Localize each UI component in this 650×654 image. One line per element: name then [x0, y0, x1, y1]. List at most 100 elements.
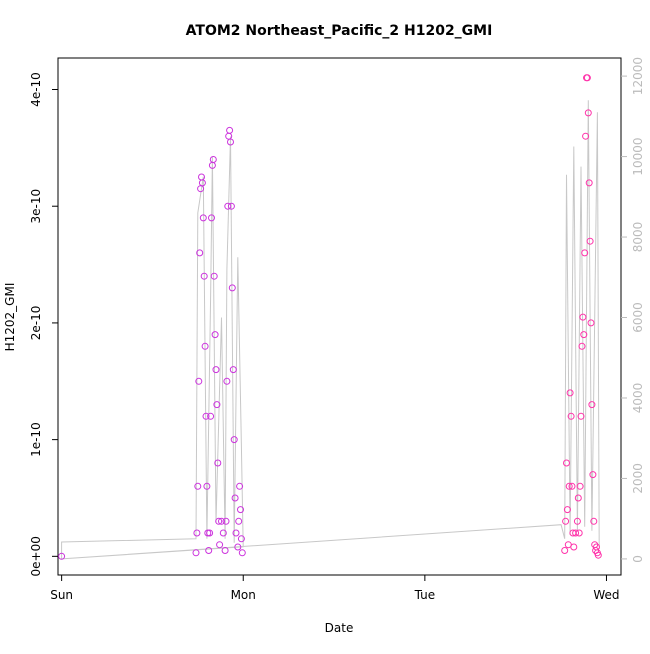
data-point	[565, 482, 573, 490]
plot-frame	[57, 57, 622, 576]
x-tick-label: Tue	[414, 588, 436, 602]
y2-tick-label: 8000	[631, 222, 645, 253]
data-point	[577, 412, 585, 420]
y2-tick-label: 4000	[631, 383, 645, 414]
data-point	[192, 549, 200, 557]
altitude-series	[61, 100, 600, 560]
data-point	[206, 529, 214, 537]
data-point	[575, 529, 583, 537]
x-tick-label: Wed	[593, 588, 619, 602]
x-tick-label: Mon	[231, 588, 256, 602]
y-axis: 0e+00 1e-10 2e-10 3e-10 4e-10	[29, 72, 58, 576]
data-point	[214, 459, 222, 467]
data-point	[562, 517, 570, 525]
data-point	[213, 401, 221, 409]
data-point	[231, 494, 239, 502]
data-point	[230, 436, 238, 444]
data-point	[582, 132, 590, 140]
data-point	[229, 366, 237, 374]
data-point	[202, 412, 210, 420]
data-point	[211, 331, 219, 339]
data-point	[212, 366, 220, 374]
y-tick-label: 1e-10	[29, 422, 43, 457]
data-point	[196, 249, 204, 257]
data-point	[232, 529, 240, 537]
data-point	[587, 319, 595, 327]
data-point	[215, 517, 223, 525]
data-point	[200, 272, 208, 280]
data-point	[222, 517, 230, 525]
data-point	[226, 126, 234, 134]
data-point	[219, 529, 227, 537]
y2-tick-label: 12000	[631, 57, 645, 95]
x-tick-label: Sun	[50, 588, 73, 602]
data-point	[236, 482, 244, 490]
data-point	[584, 109, 592, 117]
data-point	[234, 543, 242, 551]
data-point	[224, 202, 232, 210]
data-point	[210, 272, 218, 280]
data-point	[216, 541, 224, 549]
data-point	[201, 342, 209, 350]
data-point	[586, 237, 594, 245]
chart-title: ATOM2 Northeast_Pacific_2 H1202_GMI	[186, 23, 493, 39]
data-point	[198, 179, 206, 187]
data-point	[238, 549, 246, 557]
data-point	[585, 179, 593, 187]
data-point	[205, 547, 213, 554]
y-tick-label: 2e-10	[29, 306, 43, 341]
data-point	[237, 506, 244, 514]
data-point	[208, 214, 215, 222]
data-point	[195, 377, 203, 385]
data-point	[227, 202, 235, 210]
data-point	[218, 517, 225, 525]
data-point	[58, 552, 66, 560]
data-point	[207, 412, 215, 420]
x-axis-label: Date	[325, 621, 354, 635]
secondary-y-axis: 0 2000 4000 6000 8000 10000 12000	[621, 57, 645, 563]
data-point	[227, 138, 234, 146]
y-tick-label: 0e+00	[29, 536, 43, 576]
data-point	[563, 506, 571, 514]
data-point	[567, 412, 575, 420]
data-point	[221, 547, 229, 554]
data-point	[579, 313, 587, 321]
data-point	[194, 482, 202, 490]
data-point	[563, 459, 570, 467]
data-point	[576, 482, 584, 490]
y2-tick-label: 2000	[631, 463, 645, 494]
data-point	[590, 517, 598, 525]
data-point	[235, 517, 243, 525]
data-point	[594, 551, 602, 559]
altitude-line	[61, 100, 600, 560]
y2-tick-label: 0	[631, 555, 645, 563]
y2-tick-label: 10000	[631, 138, 645, 176]
data-points	[58, 74, 602, 560]
data-point	[228, 284, 236, 292]
data-point	[574, 494, 582, 502]
data-point	[568, 482, 576, 490]
data-point	[570, 543, 578, 551]
data-point	[203, 482, 211, 490]
data-point	[223, 377, 231, 385]
data-point	[193, 529, 201, 537]
data-point	[578, 342, 586, 350]
y2-tick-label: 6000	[631, 302, 645, 333]
data-point	[588, 401, 596, 409]
data-point	[199, 214, 207, 222]
data-point	[237, 535, 245, 543]
data-point	[566, 389, 574, 397]
y-axis-label: H1202_GMI	[3, 283, 17, 352]
data-point	[581, 249, 589, 257]
y-tick-label: 3e-10	[29, 189, 43, 224]
data-point	[573, 517, 581, 525]
data-point	[583, 74, 591, 82]
data-point	[209, 156, 217, 163]
data-point	[580, 331, 588, 339]
data-point	[572, 529, 580, 537]
x-axis: Sun Mon Tue Wed	[50, 575, 620, 602]
data-point	[561, 547, 569, 554]
